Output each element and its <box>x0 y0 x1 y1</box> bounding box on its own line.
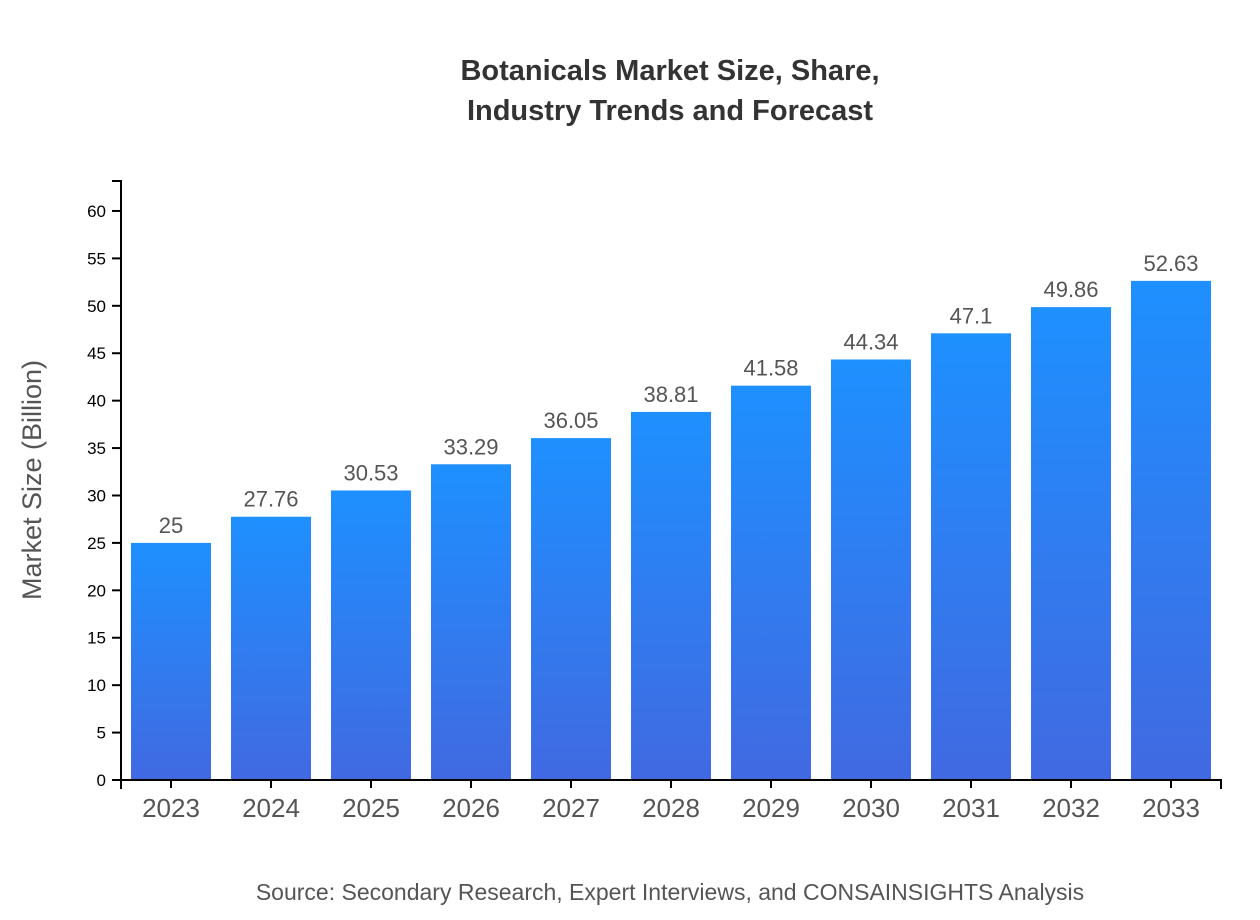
chart-title-line-1: Botanicals Market Size, Share, <box>460 55 879 87</box>
x-tick-label: 2028 <box>642 793 700 823</box>
data-label-2029: 41.58 <box>743 356 798 381</box>
chart-title-line-2: Industry Trends and Forecast <box>467 95 873 127</box>
y-tick-label: 30 <box>87 486 106 505</box>
x-tick-label: 2023 <box>142 793 200 823</box>
data-label-2028: 38.81 <box>643 382 698 407</box>
bars: 25 27.76 30.53 33.29 36.05 38.81 41.58 44.34 47.… <box>131 251 1211 780</box>
x-axis: 2023 2024 2025 2026 2027 2028 2029 2030 2031 2032… <box>120 779 1222 823</box>
data-label-2023: 25 <box>159 513 183 538</box>
data-label-2033: 52.63 <box>1143 251 1198 276</box>
y-tick-label: 25 <box>87 534 106 553</box>
x-tick-label: 2024 <box>242 793 300 823</box>
y-tick-label: 15 <box>87 629 106 648</box>
data-label-2027: 36.05 <box>543 408 598 433</box>
bar-2031 <box>931 333 1011 780</box>
bar-2023 <box>131 542 211 780</box>
bar-2028 <box>631 411 711 780</box>
y-tick-label: 55 <box>87 249 106 268</box>
x-tick-label: 2026 <box>442 793 500 823</box>
y-tick-label: 40 <box>87 392 106 411</box>
x-tick-label: 2033 <box>1142 793 1200 823</box>
bar-2032 <box>1031 307 1111 780</box>
bar-2026 <box>431 464 511 780</box>
data-label-2032: 49.86 <box>1043 277 1098 302</box>
y-axis: 0 5 10 15 20 25 30 35 40 45 50 55 60 <box>87 180 122 790</box>
y-tick-label: 35 <box>87 439 106 458</box>
y-tick-label: 0 <box>97 771 106 790</box>
x-tick-label: 2031 <box>942 793 1000 823</box>
y-axis-label: Market Size (Billion) <box>17 360 47 600</box>
data-label-2030: 44.34 <box>843 329 898 354</box>
bar-2029 <box>731 385 811 780</box>
bar-2024 <box>231 516 311 780</box>
bar-2027 <box>531 438 611 780</box>
bar-2030 <box>831 359 911 780</box>
y-tick-label: 5 <box>97 724 106 743</box>
y-tick-label: 10 <box>87 676 106 695</box>
data-label-2026: 33.29 <box>443 434 498 459</box>
bar-2033 <box>1131 280 1211 780</box>
y-tick-label: 20 <box>87 581 106 600</box>
bar-2025 <box>331 490 411 780</box>
source-note: Source: Secondary Research, Expert Inter… <box>256 879 1084 905</box>
x-tick-label: 2027 <box>542 793 600 823</box>
y-axis-line <box>112 180 122 781</box>
x-tick-label: 2032 <box>1042 793 1100 823</box>
data-label-2025: 30.53 <box>343 460 398 485</box>
x-tick-label: 2029 <box>742 793 800 823</box>
data-label-2024: 27.76 <box>243 487 298 512</box>
x-tick-label: 2030 <box>842 793 900 823</box>
y-tick-label: 60 <box>87 202 106 221</box>
y-tick-label: 50 <box>87 297 106 316</box>
y-tick-label: 45 <box>87 344 106 363</box>
data-label-2031: 47.1 <box>950 303 993 328</box>
x-axis-line <box>120 779 1222 789</box>
x-tick-label: 2025 <box>342 793 400 823</box>
